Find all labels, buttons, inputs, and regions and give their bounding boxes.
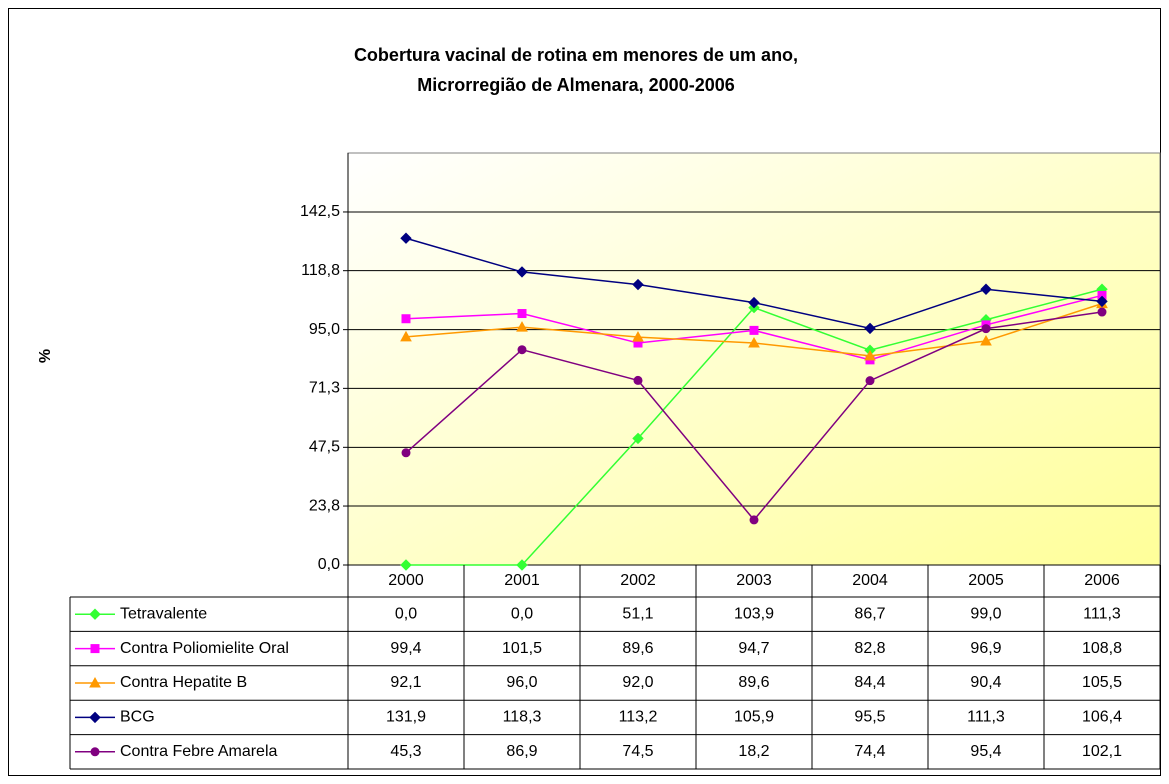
marker <box>980 283 992 295</box>
table-cell: 86,7 <box>854 605 885 622</box>
y-tick-label: 142,5 <box>300 203 340 220</box>
table-cell: 99,0 <box>970 605 1001 622</box>
chart-title: Microrregião de Almenara, 2000-2006 <box>417 75 735 95</box>
table-cell: 89,6 <box>738 674 769 691</box>
table-cell: 90,4 <box>970 674 1001 691</box>
x-tick-label: 2006 <box>1084 572 1120 589</box>
table-cell: 84,4 <box>854 674 885 691</box>
legend-label: Tetravalente <box>120 605 207 622</box>
table-cell: 108,8 <box>1082 640 1122 657</box>
marker <box>749 515 759 525</box>
marker <box>516 321 528 332</box>
table-cell: 103,9 <box>734 605 774 622</box>
table-cell: 101,5 <box>502 640 542 657</box>
legend-marker <box>89 676 101 688</box>
table-cell: 0,0 <box>395 605 417 622</box>
marker <box>749 325 759 335</box>
y-tick-label: 71,3 <box>309 380 340 397</box>
table-cell: 105,9 <box>734 709 774 726</box>
table-cell: 99,4 <box>390 640 421 657</box>
marker <box>401 448 411 458</box>
table-cell: 106,4 <box>1082 709 1122 726</box>
plot-area <box>347 152 1161 566</box>
marker <box>400 559 412 571</box>
legend-marker <box>89 608 101 620</box>
legend-marker <box>90 644 100 654</box>
table-cell: 0,0 <box>511 605 533 622</box>
marker <box>748 296 760 309</box>
marker <box>864 349 876 361</box>
x-tick-label: 2002 <box>620 572 656 589</box>
table-cell: 96,0 <box>506 674 537 691</box>
table-cell: 95,4 <box>970 743 1001 760</box>
table-cell: 96,9 <box>970 640 1001 657</box>
marker <box>632 432 644 445</box>
x-tick-label: 2001 <box>504 572 540 589</box>
marker <box>1096 295 1108 308</box>
table-cell: 95,5 <box>854 709 885 726</box>
marker <box>632 278 644 291</box>
x-tick-label: 2000 <box>388 572 424 589</box>
legend-label: Contra Febre Amarela <box>120 743 278 760</box>
y-tick-label: 118,8 <box>301 262 340 279</box>
table-cell: 113,2 <box>619 709 658 726</box>
table-cell: 105,5 <box>1082 674 1122 691</box>
marker <box>632 331 644 342</box>
marker <box>400 232 412 244</box>
y-tick-label: 47,5 <box>309 439 340 456</box>
table-cell: 89,6 <box>622 640 653 657</box>
chart-title: Cobertura vacinal de rotina em menores d… <box>354 45 798 65</box>
legend-marker <box>89 711 101 724</box>
table-cell: 94,7 <box>738 640 769 657</box>
marker <box>516 266 528 278</box>
table-cell: 45,3 <box>390 743 421 760</box>
marker <box>748 336 760 348</box>
marker <box>400 330 412 342</box>
marker <box>401 314 411 324</box>
x-tick-label: 2003 <box>736 572 772 589</box>
y-tick-label: 23,8 <box>309 497 340 514</box>
table-cell: 86,9 <box>506 743 537 760</box>
legend-label: Contra Hepatite B <box>120 674 247 691</box>
marker <box>633 375 643 385</box>
table-cell: 92,0 <box>622 674 653 691</box>
y-tick-label: 0,0 <box>318 556 340 573</box>
marker <box>1097 307 1107 317</box>
table-cell: 118,3 <box>503 709 542 726</box>
marker <box>981 324 991 334</box>
table-cell: 18,2 <box>738 743 769 760</box>
table-cell: 92,1 <box>390 674 421 691</box>
y-tick-label: 95,0 <box>309 321 340 338</box>
marker <box>865 376 875 386</box>
legend-label: BCG <box>120 709 155 726</box>
table-cell: 51,1 <box>622 605 653 622</box>
table-cell: 74,4 <box>854 743 885 760</box>
marker <box>864 322 876 335</box>
marker <box>516 559 528 571</box>
marker <box>980 335 992 346</box>
table-cell: 82,8 <box>854 640 885 657</box>
marker <box>517 345 527 355</box>
marker <box>517 309 527 319</box>
table-cell: 111,3 <box>967 709 1005 726</box>
table-cell: 74,5 <box>622 743 653 760</box>
legend-marker <box>90 747 100 757</box>
legend-label: Contra Poliomielite Oral <box>120 640 289 657</box>
x-tick-label: 2005 <box>968 572 1004 589</box>
table-cell: 131,9 <box>386 709 426 726</box>
table-cell: 102,1 <box>1082 743 1122 760</box>
table-cell: 111,3 <box>1083 605 1121 622</box>
y-axis-label: % <box>37 349 54 363</box>
x-tick-label: 2004 <box>852 572 888 589</box>
